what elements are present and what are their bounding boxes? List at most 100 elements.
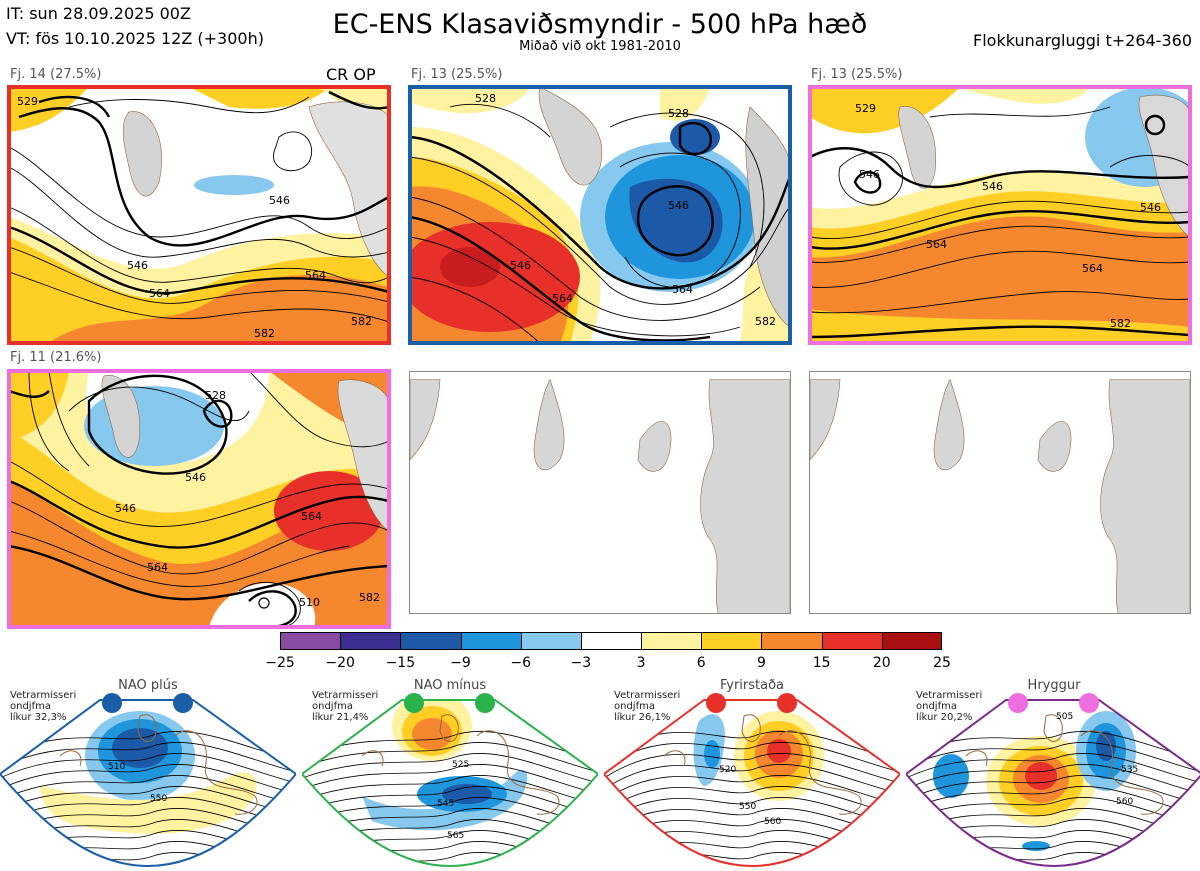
contour-label: 546 bbox=[510, 259, 531, 272]
height-contour bbox=[302, 807, 598, 839]
cluster-4-label: Fj. 11 (21.6%) bbox=[10, 350, 102, 365]
regime-contour-label: 535 bbox=[1121, 765, 1138, 775]
regime-map: 505 535 560 bbox=[906, 699, 1200, 868]
regime-title: Hryggur bbox=[1027, 678, 1081, 693]
regime-contour-label: 505 bbox=[1056, 712, 1073, 722]
anomaly-area bbox=[362, 769, 528, 831]
contour-label: 564 bbox=[1082, 262, 1103, 275]
regime-dot-icon bbox=[1008, 693, 1028, 713]
regime-panel: 510 550 NAO plús Vetrarmisseri ondjfma líkur … bbox=[0, 676, 296, 871]
height-contour bbox=[0, 741, 296, 773]
anomaly-area bbox=[1022, 841, 1050, 851]
height-contour bbox=[0, 807, 296, 839]
contour-label: 582 bbox=[351, 315, 372, 328]
regime-map: 520 550 560 bbox=[604, 699, 900, 868]
contour-label: 564 bbox=[305, 269, 326, 282]
regime-contour-label: 520 bbox=[719, 765, 736, 775]
coastline bbox=[361, 714, 560, 815]
colorbar-tick-label: 6 bbox=[696, 655, 706, 671]
colorbar-tick-label: 25 bbox=[933, 655, 951, 671]
height-contour bbox=[302, 774, 598, 806]
canada-land bbox=[410, 379, 441, 460]
contour-label: 564 bbox=[149, 287, 170, 300]
greenland-land bbox=[101, 375, 141, 458]
regime-note: Vetrarmisseri ondjfma líkur 26,1% bbox=[614, 690, 680, 723]
colorbar-ticks: −25 −20 −15 −9 −6 −3 3 6 9 15 20 25 bbox=[265, 655, 951, 673]
height-contour bbox=[604, 763, 900, 795]
colorbar-swatch bbox=[881, 632, 942, 650]
colorbar-tick-label: −9 bbox=[450, 655, 471, 671]
colorbar-swatch bbox=[280, 632, 341, 650]
europe-land bbox=[308, 101, 389, 278]
regime-note-line: ondjfma bbox=[614, 701, 655, 712]
colorbar-tick-label: 15 bbox=[812, 655, 831, 671]
height-contour bbox=[0, 796, 296, 828]
anomaly-area bbox=[933, 754, 969, 798]
colorbar-tick-label: 3 bbox=[636, 655, 646, 671]
contour-label: 546 bbox=[1140, 201, 1161, 214]
coastline bbox=[663, 714, 862, 815]
canada-land bbox=[810, 379, 841, 460]
regime-dot-icon bbox=[173, 693, 193, 713]
anomaly-area bbox=[1096, 731, 1116, 761]
empty-map-2 bbox=[809, 371, 1191, 614]
colorbar-swatch bbox=[821, 632, 882, 650]
empty-map-1 bbox=[409, 371, 791, 614]
cluster-1-label: Fj. 14 (27.5%) bbox=[10, 67, 102, 82]
contour-label: 582 bbox=[359, 591, 380, 604]
regime-note-line: ondjfma bbox=[916, 701, 957, 712]
height-contour bbox=[906, 741, 1200, 773]
greenland-land bbox=[933, 378, 965, 471]
height-contour bbox=[302, 741, 598, 773]
regime-note-line: ondjfma bbox=[10, 701, 51, 712]
regime-panel: 525 545 565 NAO mínus Vetrarmisseri ondjfma lí… bbox=[302, 676, 598, 871]
colorbar-swatch bbox=[340, 632, 401, 650]
colorbar-swatch bbox=[641, 632, 702, 650]
regime-map: 525 545 565 bbox=[302, 699, 598, 868]
contour-label: 564 bbox=[301, 510, 322, 523]
height-contour bbox=[604, 741, 900, 773]
regime-dot-icon bbox=[404, 693, 424, 713]
regime-frame bbox=[0, 699, 296, 868]
colorbar-tick-label: 20 bbox=[872, 655, 891, 671]
contour-label: 546 bbox=[269, 194, 290, 207]
regime-note: Vetrarmisseri ondjfma líkur 20,2% bbox=[916, 690, 982, 723]
cluster-1-tag: CR OP bbox=[326, 65, 376, 84]
regime-panel: 520 550 560 Fyrirstaða Vetrarmisseri ondjfma l… bbox=[604, 676, 900, 871]
height-contour bbox=[604, 752, 900, 784]
contour-label: 528 bbox=[205, 389, 226, 402]
contour-label: 564 bbox=[552, 292, 573, 305]
page-title: EC-ENS Klasaviðsmyndir - 500 hPa hæð bbox=[332, 9, 868, 40]
colorbar-tick-label: −6 bbox=[510, 655, 532, 671]
iceland-land bbox=[1037, 421, 1072, 472]
regime-title: Fyrirstaða bbox=[719, 678, 785, 693]
colorbar-tick-label: −20 bbox=[325, 655, 355, 671]
height-contour bbox=[906, 785, 1200, 817]
contour-label: 564 bbox=[672, 283, 693, 296]
colorbar-swatch bbox=[701, 632, 762, 650]
europe-land bbox=[337, 379, 389, 532]
regime-dot-icon bbox=[1079, 693, 1099, 713]
valid-time: VT: fös 10.10.2025 12Z (+300h) bbox=[6, 29, 264, 48]
regime-contour-label: 565 bbox=[447, 831, 464, 841]
classification-window: Flokkunargluggi t+264-360 bbox=[973, 31, 1192, 50]
contour-label: 529 bbox=[17, 95, 38, 108]
height-contour bbox=[0, 785, 296, 817]
cluster-4-map: 528 546 546 564 564 582 510 bbox=[9, 371, 389, 627]
contour-label: 546 bbox=[185, 471, 206, 484]
greenland-land bbox=[122, 111, 162, 197]
contour-label: 564 bbox=[147, 561, 168, 574]
regime-map: 510 550 bbox=[0, 699, 296, 868]
contour-label: 510 bbox=[299, 596, 320, 609]
height-contour bbox=[0, 774, 296, 806]
colorbar-swatch bbox=[400, 632, 461, 650]
greenland-land bbox=[538, 87, 603, 186]
height-contour bbox=[906, 774, 1200, 806]
regime-contour-label: 510 bbox=[108, 762, 125, 772]
height-contour bbox=[302, 785, 598, 817]
height-contour bbox=[604, 785, 900, 817]
contour-label: 564 bbox=[926, 238, 947, 251]
height-contour bbox=[302, 796, 598, 828]
coastline bbox=[965, 714, 1164, 815]
colorbar bbox=[280, 632, 942, 650]
